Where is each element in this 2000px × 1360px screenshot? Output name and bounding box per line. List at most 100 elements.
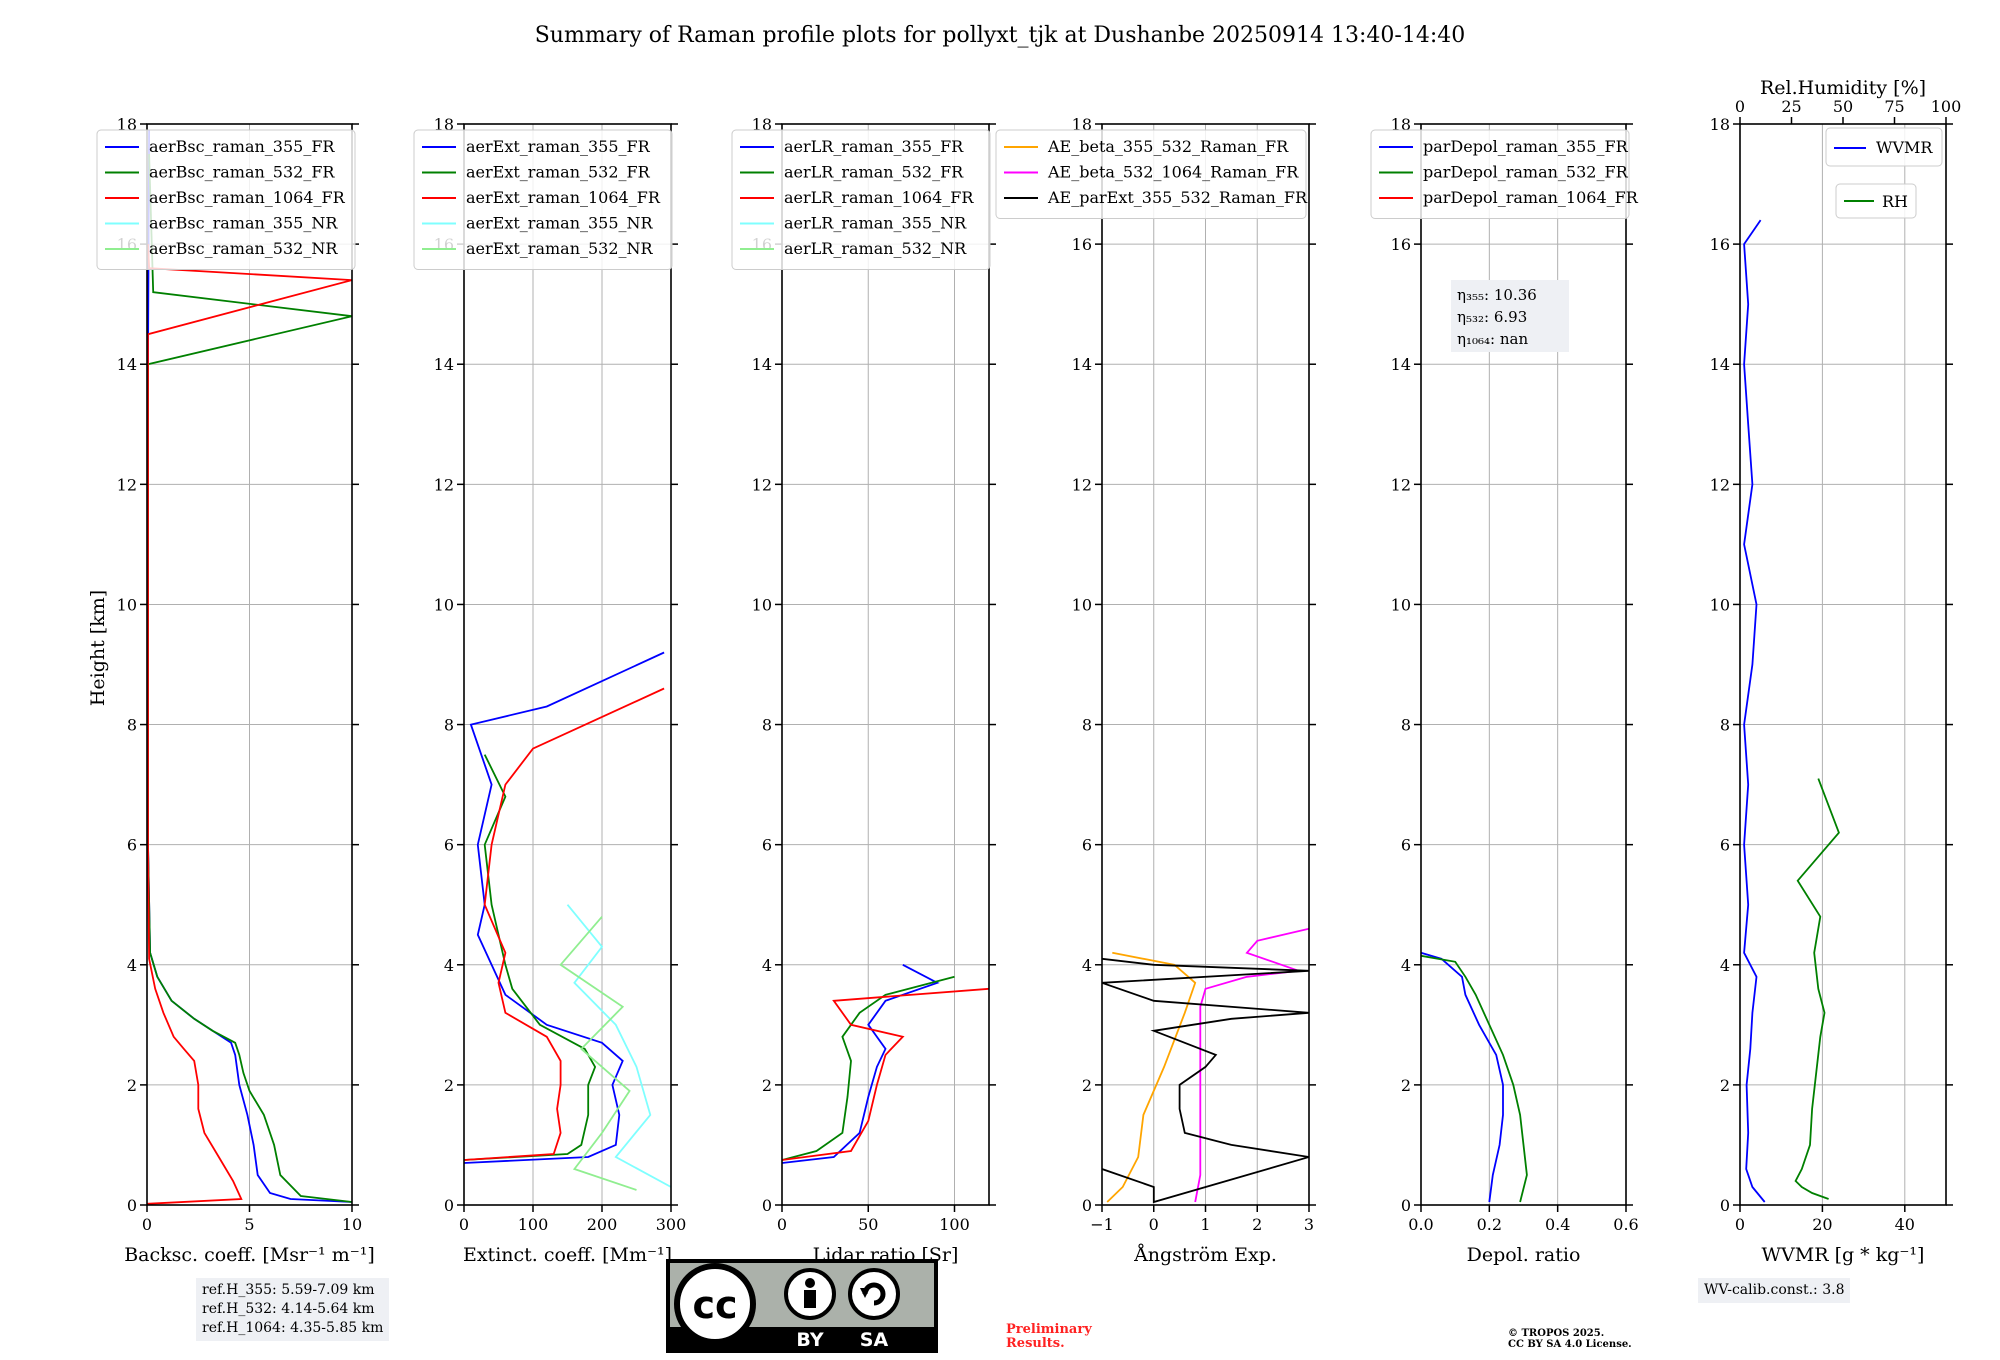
x2-axis-label: Rel.Humidity [%]	[1760, 77, 1926, 99]
eta-355: η₃₅₅: 10.36	[1457, 286, 1537, 304]
legend-box	[1370, 129, 1630, 219]
panel-lidar_ratio: 024681012141618050100Lidar ratio [Sr]aer…	[731, 115, 996, 1266]
cc-license-badge: cc BY SA	[666, 1259, 938, 1353]
y-tick-label: 8	[1082, 716, 1092, 735]
plot-frame	[781, 123, 990, 1206]
series-group	[1421, 951, 1528, 1203]
y-tick-label: 6	[444, 836, 454, 855]
y-tick-label: 8	[762, 716, 772, 735]
y-tick-label: 18	[1710, 115, 1730, 134]
cc-text: cc	[692, 1283, 737, 1327]
y-tick-label: 4	[1720, 956, 1730, 975]
y-tick-label: 12	[1072, 475, 1092, 494]
legend-label: RH	[1882, 192, 1908, 211]
legend-box	[1835, 183, 1917, 219]
series-line-aerLR_raman_1064_FR	[782, 987, 989, 1161]
y-tick-label: 14	[1072, 355, 1092, 374]
legend-label: WVMR	[1876, 138, 1933, 157]
x2-tick-label: 0	[1735, 97, 1745, 116]
legend-box	[413, 129, 673, 270]
x-tick-label: 0.4	[1545, 1215, 1570, 1234]
y-tick-label: 18	[1391, 115, 1411, 134]
x-tick-label: 1	[1200, 1215, 1210, 1234]
series-line-aerExt_raman_1064_FR	[464, 687, 665, 1161]
y-tick-label: 2	[1082, 1076, 1092, 1095]
copyright-line-1: © TROPOS 2025.	[1508, 1328, 1605, 1339]
plot-frame	[1420, 123, 1627, 1206]
copyright-line-2: CC BY SA 4.0 License.	[1508, 1339, 1632, 1350]
y-tick-label: 0	[1720, 1196, 1730, 1215]
y-tick-label: 10	[434, 595, 454, 614]
legend-label: parDepol_raman_355_FR	[1423, 137, 1629, 156]
x-tick-label: 0	[1149, 1215, 1159, 1234]
y-tick-label: 0	[762, 1196, 772, 1215]
y-tick-label: 16	[1072, 235, 1092, 254]
series-group	[1743, 219, 1840, 1203]
y-tick-label: 6	[762, 836, 772, 855]
ref-height-1064: ref.H_1064: 4.35-5.85 km	[202, 1320, 384, 1336]
series-line-aerBsc_raman_1064_FR	[147, 244, 352, 1205]
series-line-aerExt_raman_532_NR	[559, 916, 637, 1191]
x-tick-label: 300	[656, 1215, 687, 1234]
legend-label: aerBsc_raman_355_NR	[149, 214, 338, 233]
x-tick-label: 50	[858, 1215, 878, 1234]
y-tick-label: 18	[1072, 115, 1092, 134]
series-line-AE_beta_355_532_Raman_FR	[1106, 951, 1197, 1203]
x-axis-label: WVMR [g * kg⁻¹]	[1762, 1244, 1925, 1266]
y-tick-label: 12	[1391, 475, 1411, 494]
y-tick-label: 0	[127, 1196, 137, 1215]
series-line-AE_parExt_355_532_Raman_FR	[1102, 957, 1309, 1204]
y-tick-label: 16	[1391, 235, 1411, 254]
wv-calibration-constant: WV-calib.const.: 3.8	[1704, 1282, 1845, 1298]
y-tick-label: 2	[127, 1076, 137, 1095]
y-tick-label: 10	[1072, 595, 1092, 614]
preliminary-line-2: Results.	[1006, 1336, 1065, 1351]
x-tick-label: 10	[342, 1215, 362, 1234]
y-tick-label: 12	[117, 475, 137, 494]
series-line-parDepol_raman_532_FR	[1421, 954, 1528, 1203]
x2-tick-label: 100	[1931, 97, 1962, 116]
legend-label: aerLR_raman_1064_FR	[784, 188, 974, 207]
legend-box	[731, 129, 991, 270]
sa-share-icon	[848, 1268, 900, 1320]
x-tick-label: 0	[1735, 1215, 1745, 1234]
y-tick-label: 14	[752, 355, 772, 374]
series-group	[782, 964, 989, 1164]
y-tick-label: 18	[434, 115, 454, 134]
x-tick-label: 2	[1252, 1215, 1262, 1234]
legend-box	[1825, 127, 1943, 167]
x-tick-label: 0.6	[1613, 1215, 1638, 1234]
series-line-RH	[1794, 778, 1840, 1200]
plot-frame	[1739, 123, 1947, 1206]
legend-label: aerLR_raman_355_NR	[784, 214, 967, 233]
y-tick-label: 18	[117, 115, 137, 134]
x-tick-label: 0	[777, 1215, 787, 1234]
y-tick-label: 14	[117, 355, 137, 374]
series-line-WVMR	[1743, 219, 1766, 1203]
legend-label: aerExt_raman_1064_FR	[466, 188, 661, 207]
y-tick-label: 8	[1401, 716, 1411, 735]
legend-label: aerExt_raman_355_FR	[466, 137, 651, 156]
series-group	[464, 651, 671, 1191]
y-tick-label: 6	[1082, 836, 1092, 855]
legend-label: aerBsc_raman_532_FR	[149, 163, 335, 182]
panel-backscatter: 0246810121416180510Backsc. coeff. [Msr⁻¹…	[96, 115, 375, 1266]
copyright-note: © TROPOS 2025. CC BY SA 4.0 License.	[1508, 1328, 1632, 1350]
wv-calibration-box: WV-calib.const.: 3.8	[1698, 1278, 1851, 1303]
ref-height-532: ref.H_532: 4.14-5.64 km	[202, 1301, 375, 1317]
figure-title: Summary of Raman profile plots for polly…	[535, 23, 1466, 48]
series-group	[147, 129, 352, 1205]
legend-label: aerBsc_raman_532_NR	[149, 239, 338, 258]
y-tick-label: 10	[117, 595, 137, 614]
x-tick-label: 3	[1304, 1215, 1314, 1234]
series-line-aerExt_raman_532_FR	[464, 754, 597, 1161]
y-tick-label: 18	[752, 115, 772, 134]
eta-annotation-box	[1451, 280, 1569, 352]
series-line-AE_beta_532_1064_Raman_FR	[1194, 927, 1309, 1203]
y-tick-label: 4	[444, 956, 454, 975]
y-tick-label: 10	[1710, 595, 1730, 614]
y-tick-label: 2	[1401, 1076, 1411, 1095]
x-tick-label: 20	[1812, 1215, 1832, 1234]
legend-box	[995, 129, 1307, 219]
